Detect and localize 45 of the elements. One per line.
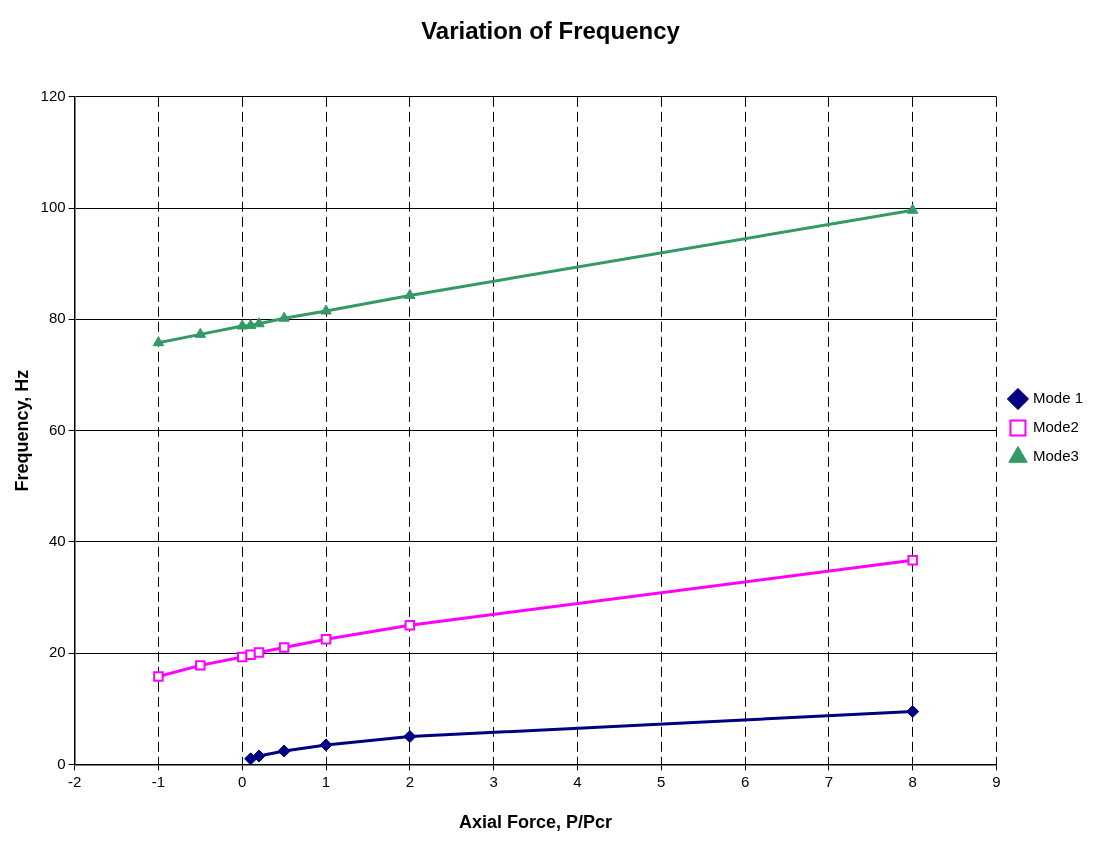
x-tick-label: 5 [657,772,666,790]
y-tick-label: 20 [48,643,66,661]
x-tick-label: 6 [740,772,750,790]
point [319,738,333,752]
x-tick-label: 8 [908,772,917,790]
point [906,203,919,214]
x-tick-label: 2 [405,772,415,790]
point [152,336,165,347]
point [194,327,207,338]
legend-label: Mode3 [1032,447,1079,465]
y-tick-label: 80 [48,309,66,327]
x-axis-title: Axial Force, P/Pcr [459,812,613,833]
point [404,620,416,631]
point [244,752,258,765]
point [252,749,266,763]
y-tick-label: 60 [48,420,66,438]
x-tick-label: 4 [573,772,582,790]
x-tick-label: -2 [67,772,82,790]
y-tick-label: 100 [40,198,66,216]
point [253,647,265,658]
chart-title: Variation of Frequency [421,17,681,45]
x-tick-label: 3 [489,772,498,790]
point [278,642,290,653]
point [277,744,291,758]
point [320,304,332,315]
y-tick-label: 0 [57,754,66,772]
point [195,660,206,671]
point [153,671,164,682]
point [404,288,416,299]
x-tick-label: 7 [824,772,834,790]
x-tick-label: 0 [238,772,247,790]
legend-label: Mode2 [1032,418,1079,436]
y-tick-label: 40 [48,532,66,550]
x-tick-label: 9 [992,772,1001,790]
legend-label: Mode 1 [1032,389,1084,407]
point [907,554,918,566]
x-tick-label: 1 [321,772,331,790]
point [253,317,265,328]
point [403,730,417,744]
x-tick-label: -1 [151,772,166,790]
point [320,633,332,645]
point [906,705,920,719]
y-tick-label: 120 [40,86,66,104]
point [278,311,290,322]
y-axis-title: Frequency, Hz [11,369,32,492]
